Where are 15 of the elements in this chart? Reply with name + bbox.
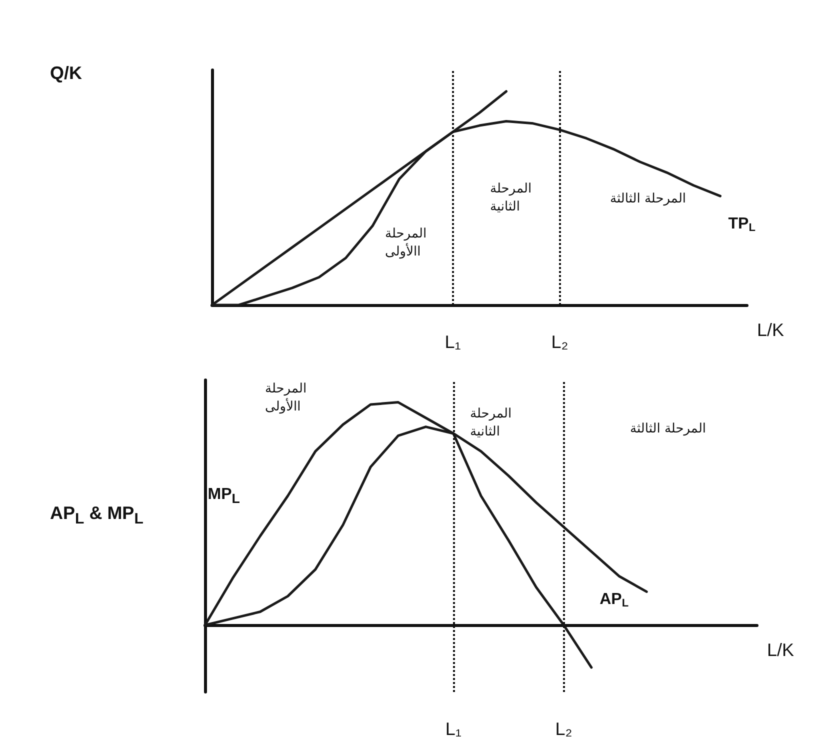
x-tick-label: L₂	[555, 719, 572, 739]
annotation: المرحلة االأولى	[265, 382, 307, 414]
x-tick-label: L₁	[445, 719, 462, 739]
y-axis-title: AP$_{L}$ & MP$_{L}$	[50, 502, 144, 530]
annotation: المرحلة الثالثة	[630, 422, 706, 436]
x-axis-title: L/K	[757, 320, 784, 340]
text: MP$_{L}$	[208, 486, 240, 506]
annotation: المرحلة االأولى	[385, 226, 427, 260]
annotation: المرحلة الثانية	[470, 406, 512, 440]
y-axis-title: Q/K	[50, 62, 84, 85]
x-axis-title: L/K	[767, 640, 794, 660]
annotation: المرحلة الثالثة	[610, 192, 686, 206]
annotation: المرحلة الثانية	[490, 182, 532, 214]
x-tick-label: L₁	[444, 332, 461, 352]
x-tick-label: L₂	[551, 332, 568, 352]
